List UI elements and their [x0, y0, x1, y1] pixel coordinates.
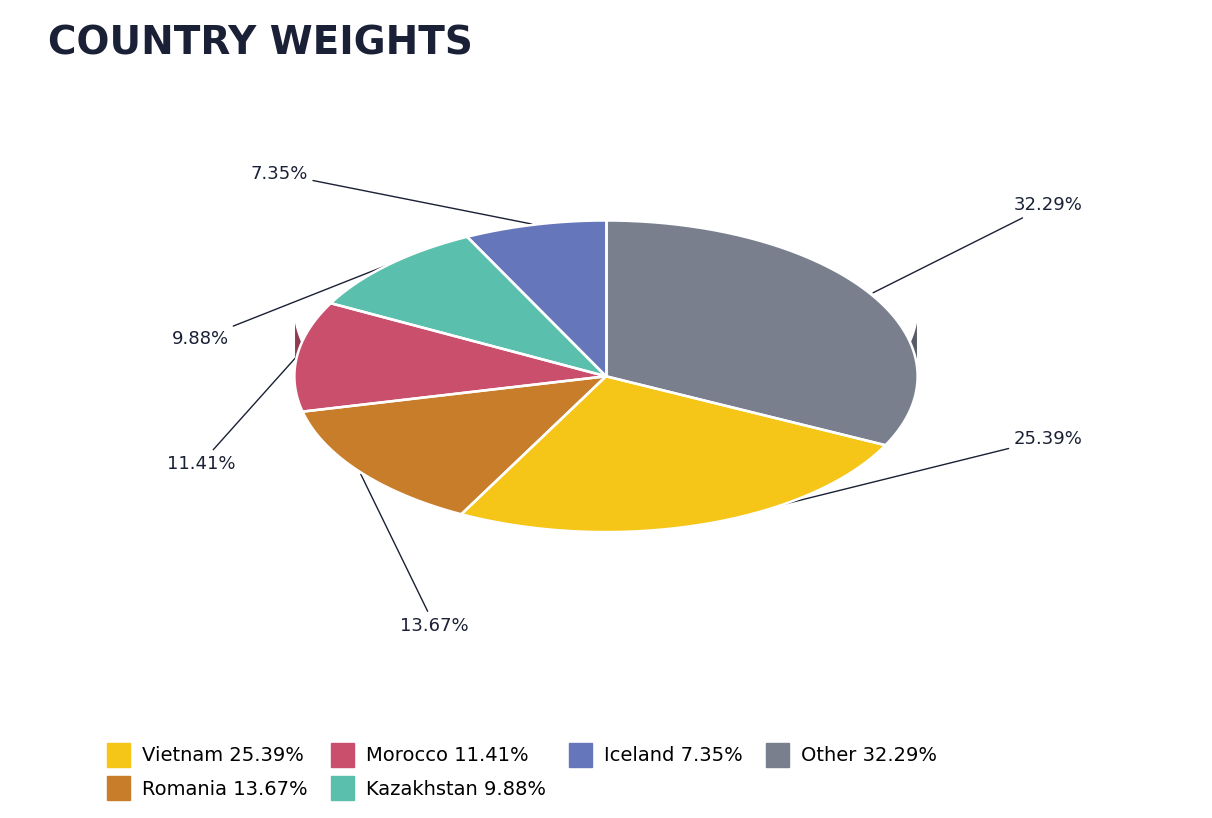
Text: COUNTRY WEIGHTS: COUNTRY WEIGHTS — [48, 25, 474, 62]
Polygon shape — [462, 376, 886, 532]
Polygon shape — [886, 309, 917, 445]
Polygon shape — [295, 308, 303, 411]
Legend: Vietnam 25.39%, Romania 13.67%, Morocco 11.41%, Kazakhstan 9.88%, Iceland 7.35%,: Vietnam 25.39%, Romania 13.67%, Morocco … — [107, 743, 937, 800]
Polygon shape — [303, 343, 462, 515]
Polygon shape — [606, 221, 917, 445]
Text: 9.88%: 9.88% — [172, 266, 385, 348]
Text: 7.35%: 7.35% — [250, 164, 532, 224]
Polygon shape — [295, 303, 606, 411]
Polygon shape — [331, 236, 606, 376]
Polygon shape — [467, 221, 606, 376]
Text: 11.41%: 11.41% — [166, 358, 296, 473]
Polygon shape — [462, 376, 886, 532]
Text: 32.29%: 32.29% — [873, 196, 1084, 293]
Text: 25.39%: 25.39% — [705, 429, 1084, 524]
Text: 13.67%: 13.67% — [361, 474, 469, 635]
Polygon shape — [303, 376, 606, 515]
